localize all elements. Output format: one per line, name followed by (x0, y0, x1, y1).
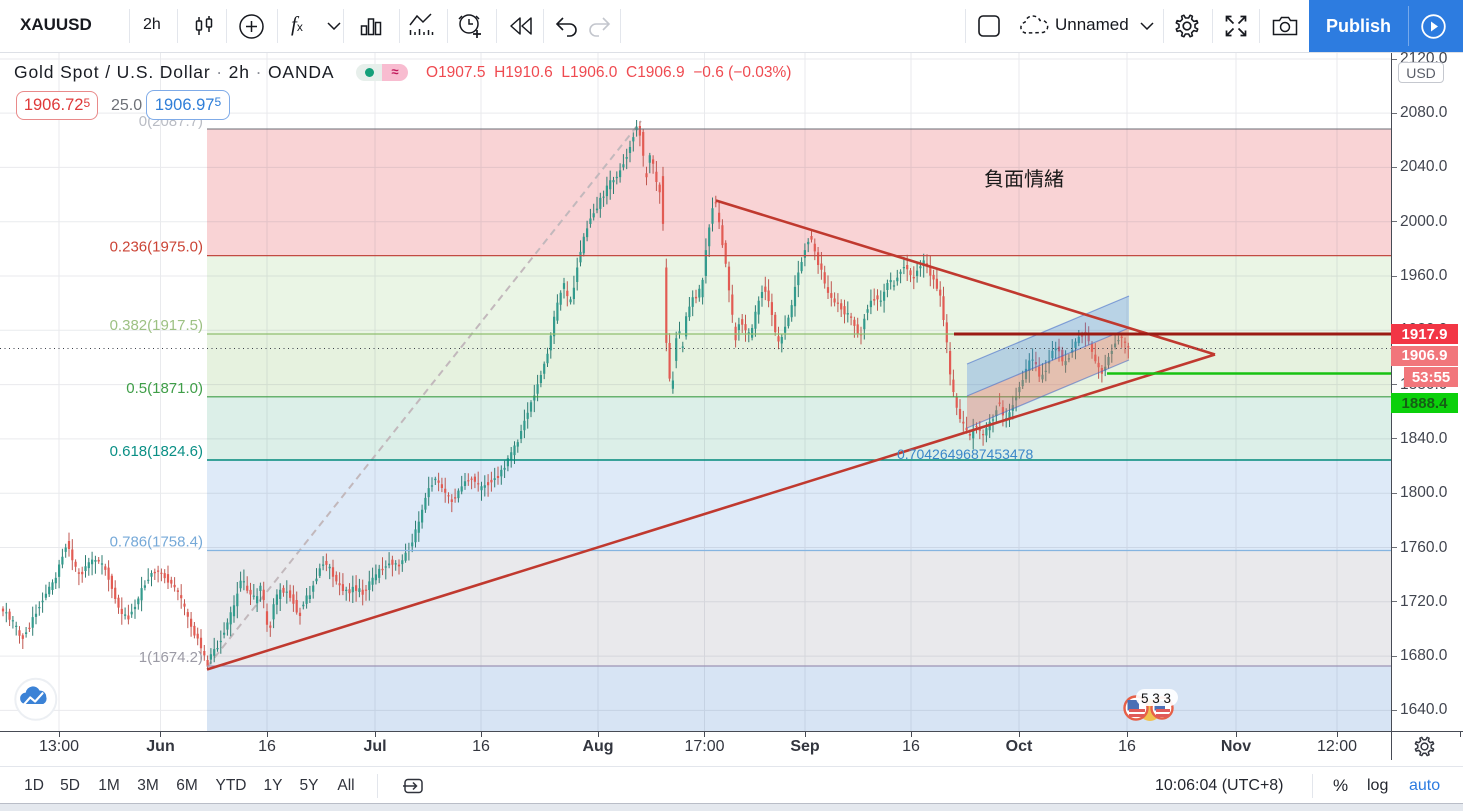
svg-text:0.786(1758.4): 0.786(1758.4) (110, 534, 203, 551)
svg-text:5 3 3: 5 3 3 (1141, 691, 1171, 706)
svg-text:0.236(1975.0): 0.236(1975.0) (110, 239, 203, 256)
svg-text:1(1674.2): 1(1674.2) (139, 649, 203, 666)
svg-text:0.7042649687453478: 0.7042649687453478 (897, 446, 1033, 462)
svg-text:0.618(1824.6): 0.618(1824.6) (110, 443, 203, 460)
svg-text:0.382(1917.5): 0.382(1917.5) (110, 317, 203, 334)
svg-text:0.5(1871.0): 0.5(1871.0) (126, 380, 203, 397)
